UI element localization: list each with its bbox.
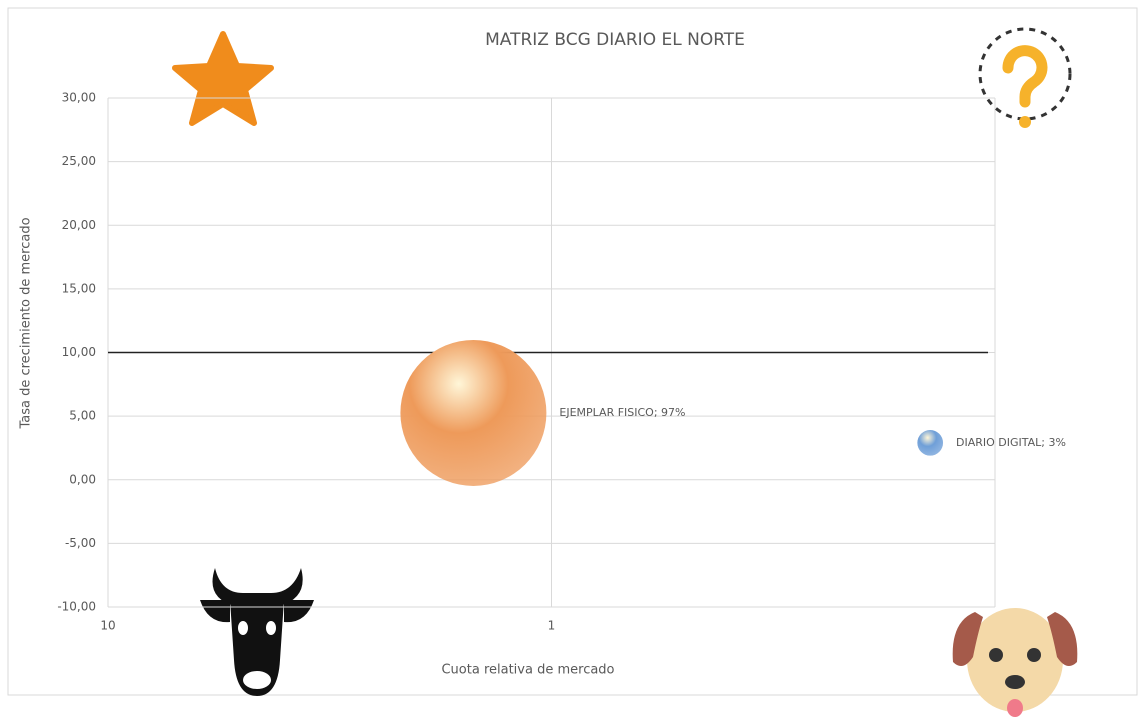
- y-tick-label: 0,00: [69, 472, 96, 486]
- y-tick-label: -10,00: [57, 600, 96, 614]
- data-label: DIARIO DIGITAL; 3%: [956, 436, 1066, 449]
- y-tick-label: 20,00: [62, 218, 96, 232]
- y-tick-label: 5,00: [69, 409, 96, 423]
- y-tick-label: 25,00: [62, 154, 96, 168]
- dog-icon: [953, 608, 1078, 717]
- chart-title: MATRIZ BCG DIARIO EL NORTE: [485, 30, 745, 50]
- y-tick-label: 30,00: [62, 91, 96, 105]
- data-label: EJEMPLAR FISICO; 97%: [559, 406, 685, 419]
- y-tick-label: 15,00: [62, 281, 96, 295]
- chart-frame: [8, 8, 1137, 695]
- bubble: [917, 430, 943, 456]
- x-tick-label: 1: [548, 619, 556, 633]
- y-tick-label: 10,00: [62, 345, 96, 359]
- page: MATRIZ BCG DIARIO EL NORTE Cuota relativ…: [0, 0, 1143, 720]
- chart: MATRIZ BCG DIARIO EL NORTE Cuota relativ…: [0, 0, 1143, 720]
- y-tick-label: -5,00: [65, 536, 96, 550]
- y-axis-title: Tasa de crecimiento de mercado: [19, 217, 34, 429]
- x-axis-title: Cuota relativa de mercado: [441, 663, 614, 678]
- x-tick-label: 10: [100, 619, 115, 633]
- bubble: [400, 340, 546, 486]
